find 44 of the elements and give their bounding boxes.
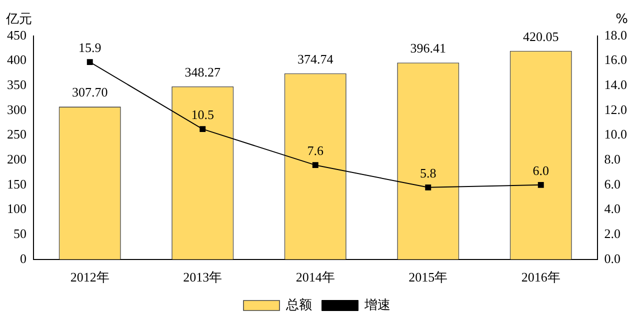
y-axis-title: 亿元 (5, 12, 32, 27)
x-tick-label: 2013年 (183, 270, 222, 285)
data-label: 420.05 (523, 28, 559, 44)
point (86, 59, 93, 66)
data-label: 15.9 (78, 40, 102, 55)
data-label: 6.0 (532, 162, 549, 178)
y-tick-label: 300 (7, 102, 26, 117)
y2-tick-label: 18.0 (604, 27, 627, 42)
point (312, 162, 318, 168)
point (538, 182, 544, 188)
y2-tick-label: 16.0 (604, 52, 627, 68)
y-tick-label: 350 (7, 77, 26, 92)
point (425, 184, 432, 190)
y-tick-label: 100 (7, 201, 26, 216)
x-tick-label: 2015年 (408, 270, 448, 285)
y2-tick-label: 2.0 (604, 226, 620, 241)
y2-tick-label: 6.0 (604, 176, 620, 192)
y2-tick-label: 10.0 (604, 126, 627, 142)
y2-tick-label: 8.0 (604, 152, 620, 167)
y-tick-label: 250 (7, 126, 26, 142)
y-tick-label: 450 (7, 27, 26, 42)
x-tick-label: 2012年 (70, 270, 110, 285)
x-tick-label: 2014年 (296, 270, 335, 285)
y2-tick-label: 14.0 (604, 77, 627, 92)
point (200, 126, 206, 132)
y2-axis-title: % (616, 12, 628, 27)
y-tick-label: 400 (7, 52, 26, 68)
data-label: 374.74 (298, 51, 334, 66)
data-label: 5.8 (420, 165, 436, 180)
data-label: 396.41 (410, 40, 446, 56)
y-tick-label: 150 (7, 176, 26, 192)
y-tick-label: 200 (7, 152, 26, 167)
legend-label: 总额 (285, 298, 312, 313)
legend-label: 增速 (364, 298, 390, 313)
y2-tick-label: 4.0 (604, 201, 620, 216)
data-label: 7.6 (307, 142, 324, 158)
y2-tick-label: 12.0 (604, 102, 627, 117)
y-tick-label: 50 (14, 226, 26, 241)
data-label: 10.5 (191, 107, 214, 122)
data-label: 307.70 (72, 84, 108, 100)
y-tick-label: 0 (20, 250, 26, 266)
y2-tick-label: 0.0 (604, 250, 620, 266)
x-tick-label: 2016年 (521, 270, 560, 285)
data-label: 348.27 (184, 64, 221, 80)
